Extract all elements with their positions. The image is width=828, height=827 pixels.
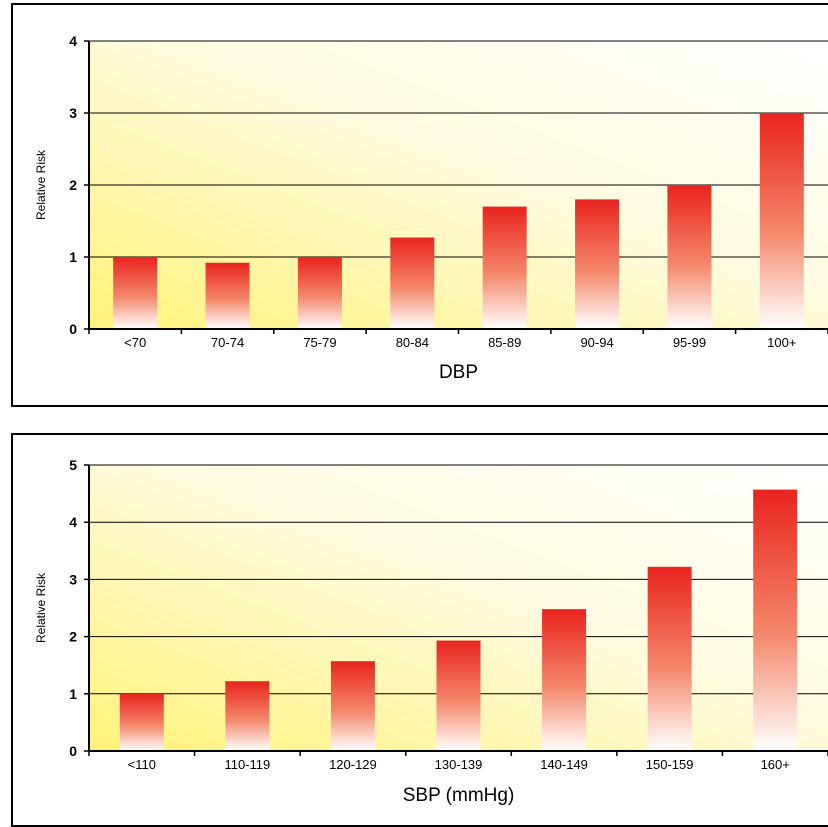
x-tick-label: 85-89 xyxy=(488,335,521,350)
y-axis-title: Relative Risk xyxy=(34,149,48,220)
bar xyxy=(330,661,375,751)
x-tick-label: 140-149 xyxy=(540,757,588,772)
x-tick-label: 100+ xyxy=(767,335,796,350)
dbp-chart-panel: 0 1 2 3 4 <70 70-74 75-79 80-84 85-89 90-94 95-99 10… xyxy=(11,3,828,407)
bar xyxy=(482,206,527,329)
bar xyxy=(647,566,692,751)
bar xyxy=(542,609,587,751)
bar xyxy=(436,640,481,751)
bar xyxy=(119,693,164,751)
sbp-chart-panel: 0 1 2 3 4 5 <110 110-119 120-129 130-139 140-149 15… xyxy=(11,433,828,827)
y-tick-label: 3 xyxy=(69,571,77,587)
bar xyxy=(225,681,270,751)
y-tick-label: 3 xyxy=(69,105,77,121)
bar xyxy=(667,185,712,329)
bar xyxy=(575,199,620,329)
bar xyxy=(753,489,798,751)
sbp-chart: 0 1 2 3 4 5 <110 110-119 120-129 130-139 140-149 15… xyxy=(34,457,828,806)
x-tick-label: <70 xyxy=(124,335,146,350)
x-tick-label: 120-129 xyxy=(329,757,377,772)
x-axis-title: DBP xyxy=(439,362,478,383)
y-tick-label: 4 xyxy=(69,33,77,49)
y-axis-title: Relative Risk xyxy=(34,572,48,643)
y-tick-label: 2 xyxy=(69,177,77,193)
x-tick-label: 90-94 xyxy=(580,335,613,350)
x-tick-label: 150-159 xyxy=(646,757,694,772)
x-tick-label: 70-74 xyxy=(211,335,244,350)
bar xyxy=(297,257,342,329)
x-tick-label: 95-99 xyxy=(673,335,706,350)
bar xyxy=(205,262,250,329)
y-tick-label: 4 xyxy=(69,514,77,530)
bar xyxy=(113,257,158,329)
x-tick-label: 110-119 xyxy=(224,757,270,772)
bar xyxy=(390,237,435,329)
x-tick-label: 80-84 xyxy=(396,335,429,350)
y-tick-label: 5 xyxy=(69,457,77,473)
y-tick-label: 0 xyxy=(69,321,77,337)
dbp-chart: 0 1 2 3 4 <70 70-74 75-79 80-84 85-89 90-94 95-99 10… xyxy=(34,33,828,383)
y-tick-label: 1 xyxy=(69,249,77,265)
y-tick-label: 0 xyxy=(69,743,77,759)
y-tick-label: 1 xyxy=(69,686,77,702)
x-tick-label: 75-79 xyxy=(303,335,336,350)
x-tick-label: <110 xyxy=(128,757,156,772)
x-axis-title: SBP (mmHg) xyxy=(403,785,515,806)
bar xyxy=(759,113,804,329)
y-tick-label: 2 xyxy=(69,629,77,645)
x-tick-label: 130-139 xyxy=(435,757,483,772)
x-tick-label: 160+ xyxy=(761,757,790,772)
